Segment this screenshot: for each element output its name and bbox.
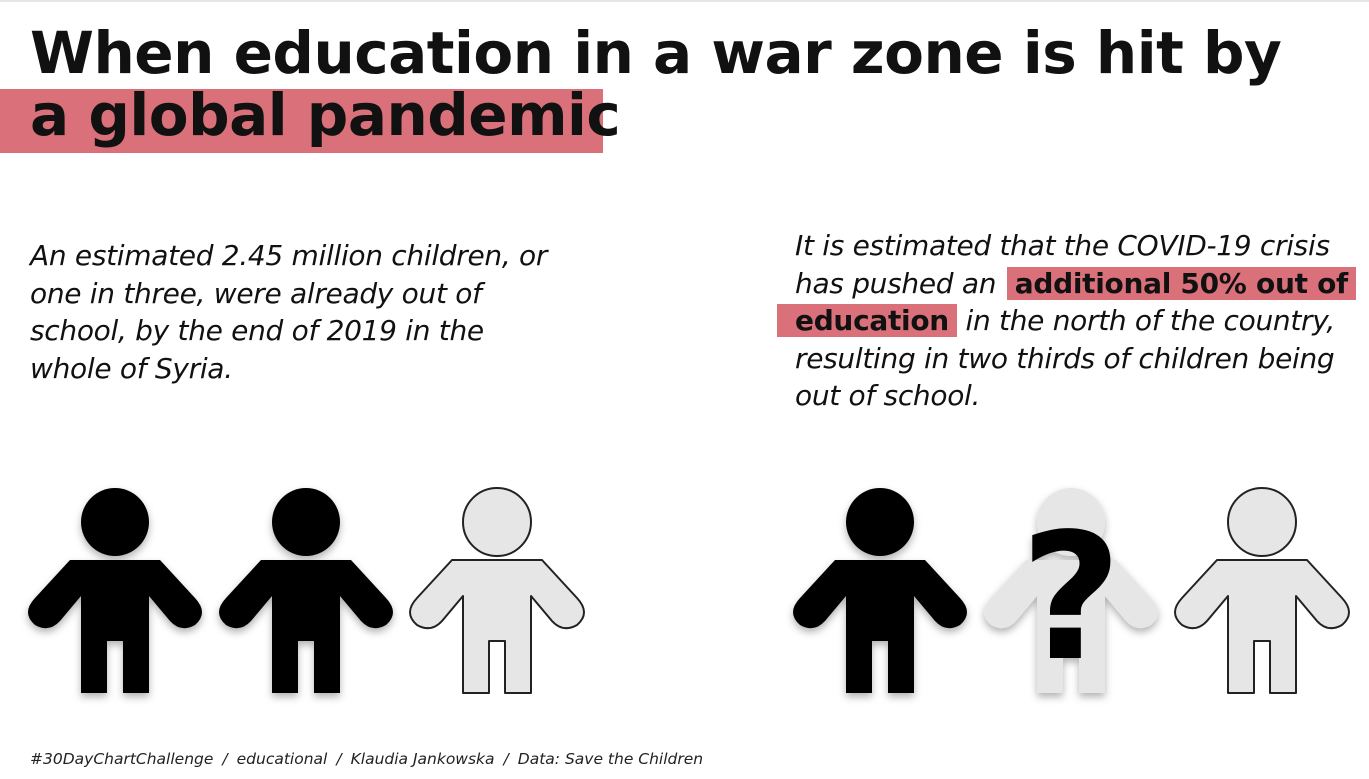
- footer: #30DayChartChallenge / educational / Klaudia…: [30, 750, 703, 768]
- figure-body: [1174, 559, 1350, 694]
- right-line-3-text: in the north of the country,: [956, 304, 1336, 337]
- pictogram-chart: ?: [28, 487, 1350, 700]
- child-figure-out-of-school: [219, 488, 393, 693]
- figure-head: [462, 487, 532, 557]
- child-figure-uncertain: ?: [984, 488, 1158, 700]
- figure-body: [984, 560, 1158, 693]
- figure-body: [28, 560, 202, 693]
- footer-separator: /: [503, 750, 509, 768]
- footer-separator: /: [336, 750, 342, 768]
- title-highlight-band: [0, 89, 603, 153]
- right-description: It is estimated that the COVID-19 crisis…: [777, 227, 1365, 415]
- page-title: When education in a war zone is hit by a…: [30, 22, 1350, 146]
- left-line-1: An estimated 2.45 million children, or: [30, 239, 548, 272]
- footer-theme: educational: [236, 750, 328, 768]
- child-figure-out-of-school: [793, 488, 967, 693]
- footer-separator: /: [222, 750, 228, 768]
- right-line-2: has pushed an additional 50% out of: [795, 265, 1365, 303]
- right-line-4: resulting in two thirds of children bein…: [795, 341, 1335, 375]
- title-line-2: a global pandemic: [30, 81, 621, 149]
- footer-author: Klaudia Jankowska: [350, 750, 495, 768]
- highlight-additional-50: additional 50% out of: [1006, 266, 1356, 300]
- footer-source: Data: Save the Children: [517, 750, 704, 768]
- right-line-3: education in the north of the country,: [777, 302, 1365, 340]
- top-divider: [0, 0, 1369, 2]
- highlight-education: education: [777, 304, 957, 337]
- footer-hashtag: #30DayChartChallenge: [30, 750, 214, 768]
- figure-body: [793, 560, 967, 693]
- left-line-3: school, by the end of 2019 in the: [30, 314, 484, 347]
- right-line-5: out of school.: [795, 379, 981, 412]
- left-line-4: whole of Syria.: [30, 351, 233, 385]
- figure-head: [846, 488, 914, 556]
- title-line-1: When education in a war zone is hit by: [30, 19, 1282, 87]
- right-line-1: It is estimated that the COVID-19 crisis: [795, 229, 1330, 262]
- child-figure-in-school: [1174, 487, 1350, 694]
- figure-layer: ?: [28, 487, 1350, 700]
- question-mark-icon: ?: [1020, 497, 1122, 700]
- figure-head: [1037, 488, 1105, 556]
- child-figure-in-school: [409, 487, 585, 694]
- pictogram-area: ?: [0, 455, 1369, 715]
- figure-head: [272, 488, 340, 556]
- right-line-2-text: has pushed an: [795, 266, 1005, 300]
- figure-head: [81, 488, 149, 556]
- left-description: An estimated 2.45 million children, or o…: [30, 237, 570, 387]
- figure-body: [409, 559, 585, 694]
- left-line-2: one in three, were already out of: [30, 276, 482, 310]
- figure-head: [1227, 487, 1297, 557]
- figure-body: [219, 560, 393, 693]
- child-figure-out-of-school: [28, 488, 202, 693]
